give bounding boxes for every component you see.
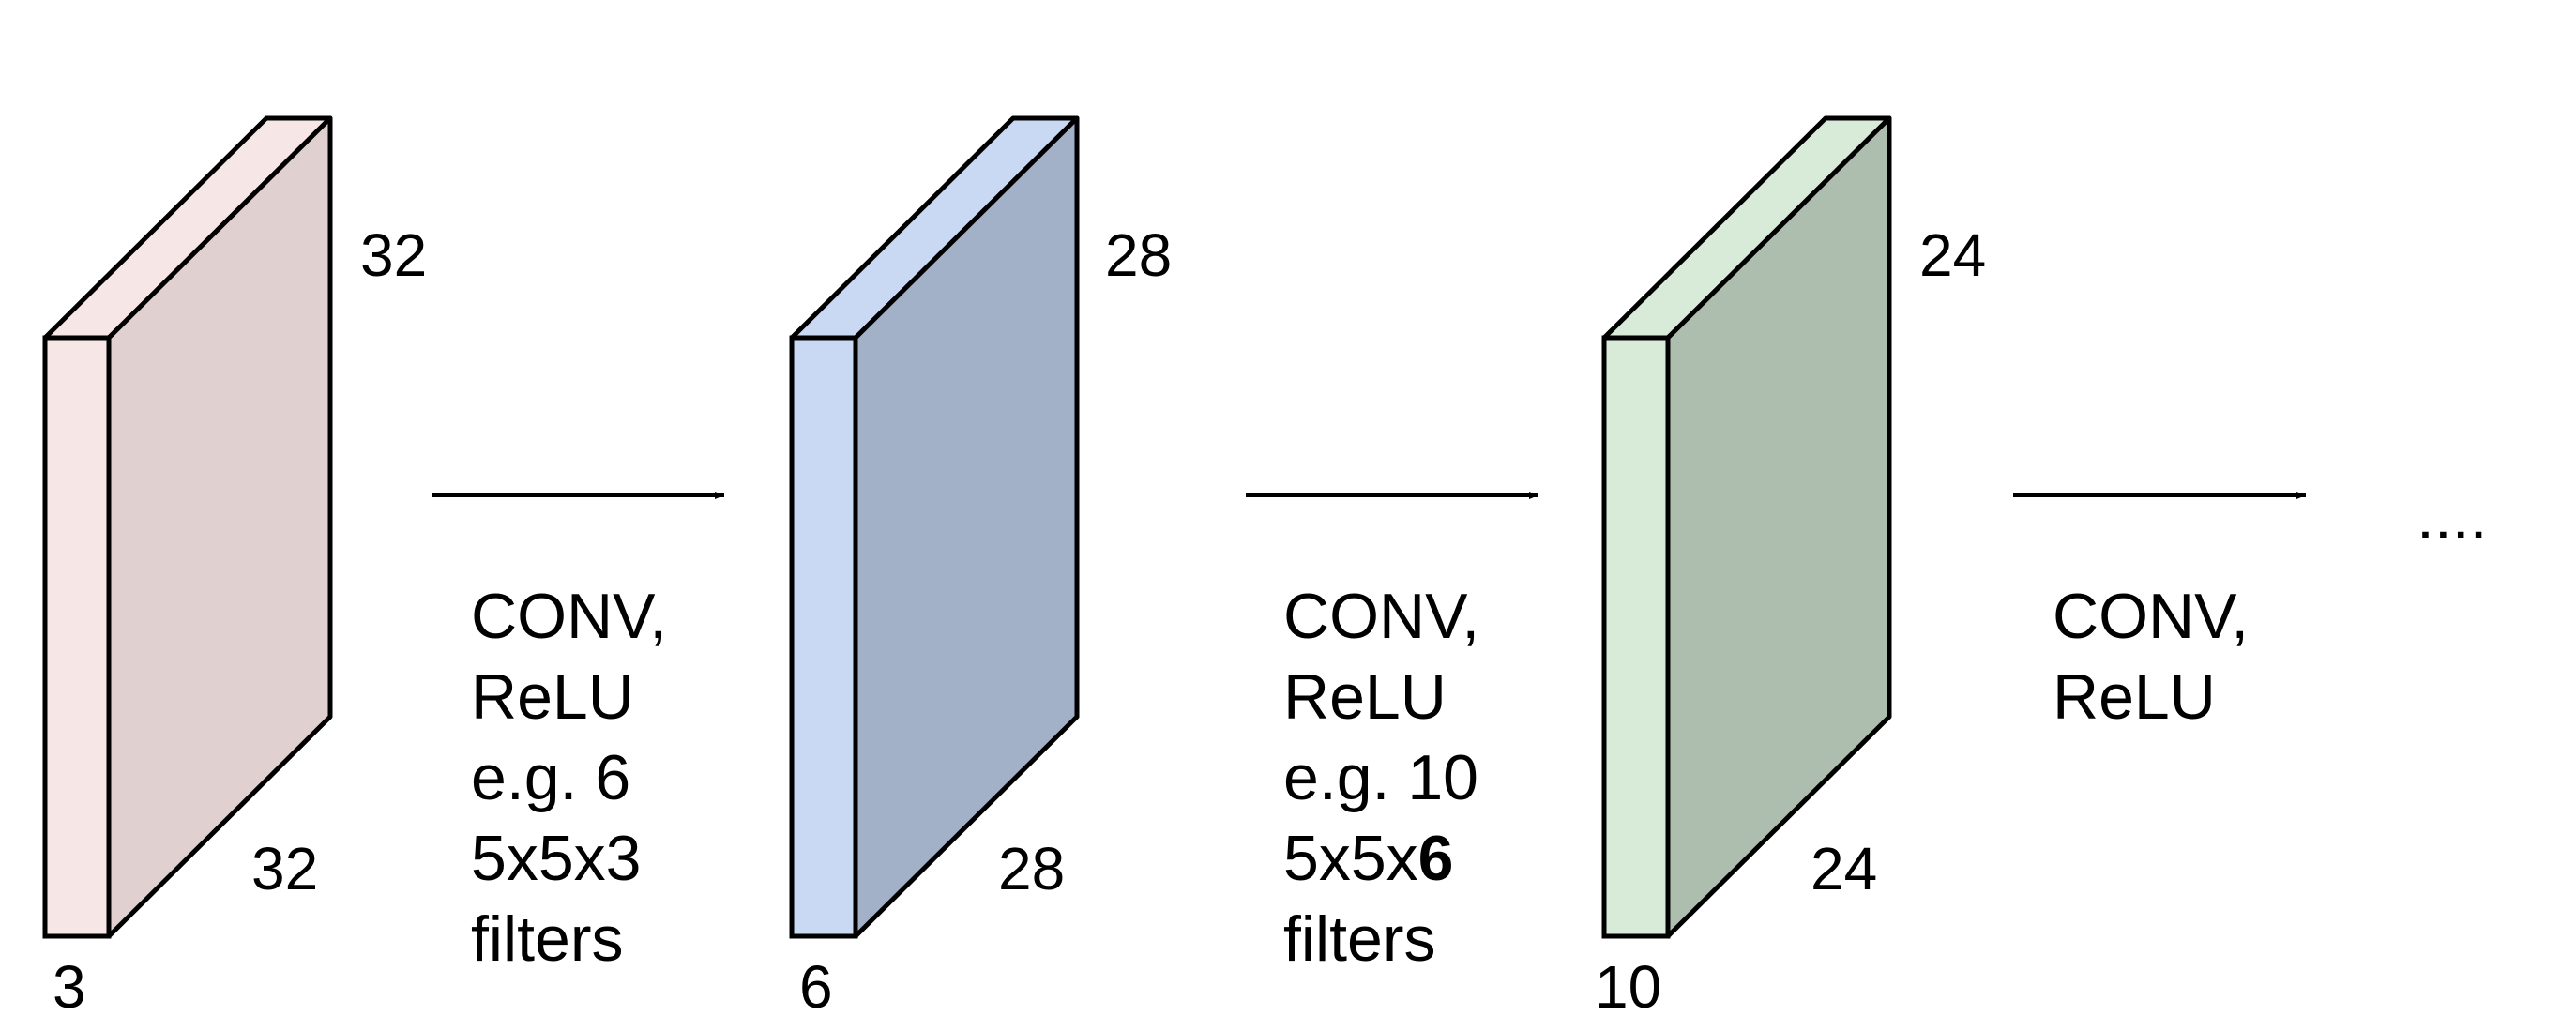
layer2-label-line1: CONV, bbox=[1283, 581, 1479, 652]
conv2-output-height-label: 24 bbox=[1919, 221, 1986, 289]
conv1-output-depth-label: 6 bbox=[799, 953, 833, 1021]
conv2-output-depth-label: 10 bbox=[1595, 953, 1661, 1021]
input-volume-width-label: 32 bbox=[251, 835, 318, 902]
input-volume-front-face bbox=[42, 335, 112, 939]
conv2-output-front-face bbox=[1601, 335, 1671, 939]
conv2-output-width-label: 24 bbox=[1811, 835, 1877, 902]
layer3-label: CONV, ReLU bbox=[2053, 581, 2249, 733]
layer1-filter-shape: 5x5x3 bbox=[471, 823, 641, 894]
layer3-label-line2: ReLU bbox=[2053, 661, 2216, 733]
continuation-ellipsis: .... bbox=[2417, 481, 2488, 553]
conv1-output-width-label: 28 bbox=[998, 835, 1065, 902]
layer2-label-line2: ReLU bbox=[1283, 661, 1447, 733]
input-volume-depth-label: 3 bbox=[53, 953, 86, 1021]
layer3-label-line1: CONV, bbox=[2053, 581, 2249, 652]
layer1-label-line4: 5x5x3 bbox=[471, 823, 641, 894]
layer2-label-line3: e.g. 10 bbox=[1283, 742, 1478, 813]
layer2-label-line5: filters bbox=[1283, 903, 1435, 975]
layer1-label-line5: filters bbox=[471, 903, 623, 975]
layer1-label-line2: ReLU bbox=[471, 661, 634, 733]
layer2-label-line4: 5x5x6 bbox=[1283, 823, 1453, 894]
layer2-label: CONV, ReLU e.g. 10 5x5x6 filters bbox=[1283, 581, 1479, 975]
layer1-label-line3: e.g. 6 bbox=[471, 742, 630, 813]
layer2-filter-depth: 6 bbox=[1418, 823, 1454, 894]
conv1-output-front-face bbox=[789, 335, 858, 939]
layer1-label-line1: CONV, bbox=[471, 581, 667, 652]
layer1-label: CONV, ReLU e.g. 6 5x5x3 filters bbox=[471, 581, 667, 975]
conv2-output-volume: 24 24 10 bbox=[1595, 115, 1986, 1021]
conv1-output-volume: 28 28 6 bbox=[789, 115, 1172, 1021]
input-volume: 32 32 3 bbox=[42, 115, 427, 1021]
layer2-filter-shape: 5x5x bbox=[1283, 823, 1418, 894]
input-volume-height-label: 32 bbox=[360, 221, 427, 289]
conv1-output-height-label: 28 bbox=[1105, 221, 1172, 289]
